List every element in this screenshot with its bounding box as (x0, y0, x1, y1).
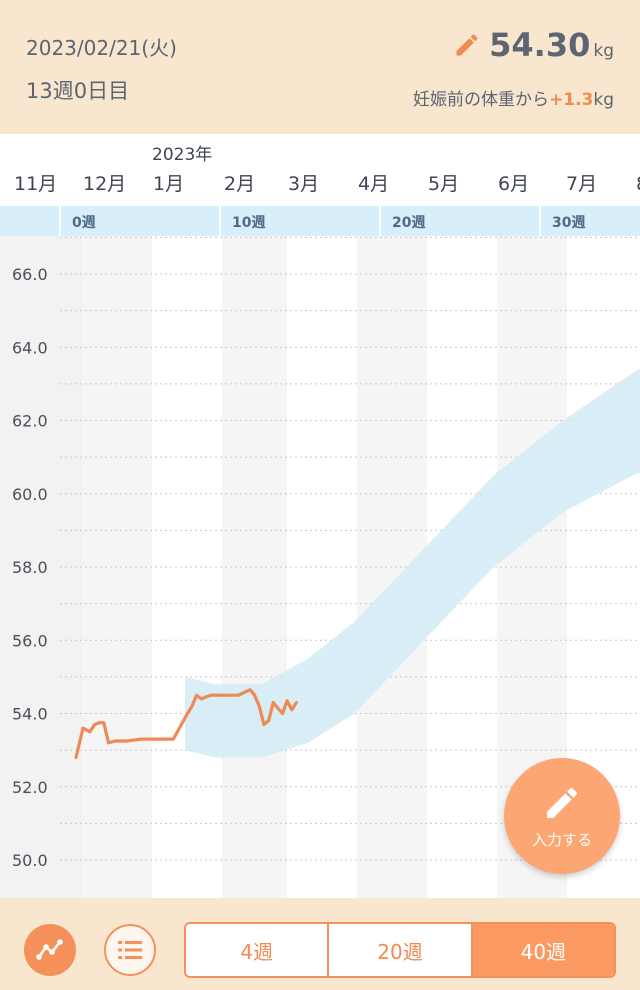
input-fab-button[interactable]: 入力する (504, 758, 620, 874)
month-label: 11月 (14, 173, 57, 195)
summary-header: 2023/02/21(火) 13週0日目 54.30 kg 妊娠前の体重から +… (0, 0, 640, 134)
y-tick-label: 66.0 (12, 265, 48, 284)
month-label: 2月 (224, 173, 255, 195)
month-label: 1月 (153, 173, 184, 195)
week-label: 0週 (72, 215, 96, 231)
segment-4-weeks[interactable]: 4週 (186, 924, 330, 976)
month-header-bg (0, 134, 640, 206)
month-label: 5月 (428, 173, 459, 195)
segment-40-weeks[interactable]: 40週 (472, 924, 614, 976)
week-labels: 0週 10週 20週 30週 (72, 215, 585, 231)
month-label: 7月 (566, 173, 597, 195)
weight-diff-label: 妊娠前の体重から (413, 90, 549, 110)
week-label: 20週 (392, 215, 425, 231)
y-tick-label: 58.0 (12, 558, 48, 577)
weight-value: 54.30 (489, 26, 591, 64)
weight-diff: 妊娠前の体重から +1.3 kg (413, 85, 614, 110)
graph-view-button[interactable] (24, 924, 76, 976)
month-stripe (0, 236, 12, 898)
month-label: 6月 (498, 173, 529, 195)
y-tick-label: 54.0 (12, 705, 48, 724)
grid-lines (60, 236, 640, 861)
y-tick-label: 50.0 (12, 851, 48, 870)
list-icon (118, 941, 142, 959)
y-tick-label: 64.0 (12, 338, 48, 357)
week-label: 30週 (552, 215, 585, 231)
segment-20-weeks[interactable]: 20週 (329, 924, 473, 976)
line-chart-icon (36, 939, 63, 960)
bottom-bar: 4週 20週 40週 (0, 898, 640, 990)
week-label: 10週 (232, 215, 265, 231)
current-date: 2023/02/21(火) (26, 36, 177, 60)
list-view-button[interactable] (104, 924, 156, 976)
y-tick-label: 56.0 (12, 631, 48, 650)
weight-diff-value: +1.3 (549, 90, 594, 110)
weight-line (74, 688, 298, 760)
month-label: 12月 (83, 173, 126, 195)
year-label: 2023年 (152, 145, 212, 165)
y-tick-label: 60.0 (12, 485, 48, 504)
y-tick-label: 62.0 (12, 412, 48, 431)
weight-unit: kg (593, 41, 614, 61)
recommended-range-band (185, 368, 640, 758)
weight-diff-unit: kg (593, 90, 614, 110)
pencil-icon (456, 34, 478, 56)
month-labels: 11月 12月 1月 2月 3月 4月 5月 6月 7月 8 (14, 173, 640, 195)
period-segment-control: 4週 20週 40週 (184, 922, 616, 978)
current-weight[interactable]: 54.30 kg (453, 26, 614, 64)
y-axis-labels: 66.0 64.0 62.0 60.0 58.0 56.0 54.0 52.0 50.0 (12, 265, 48, 870)
pregnancy-week: 13週0日目 (26, 79, 130, 103)
month-stripes (0, 236, 640, 898)
week-bar (0, 206, 640, 236)
month-label: 8 (636, 173, 640, 195)
week-dividers (59, 206, 541, 236)
pencil-icon (547, 787, 578, 818)
y-tick-label: 52.0 (12, 778, 48, 797)
month-label: 4月 (358, 173, 389, 195)
input-fab-label: 入力する (531, 830, 592, 849)
month-label: 3月 (288, 173, 319, 195)
